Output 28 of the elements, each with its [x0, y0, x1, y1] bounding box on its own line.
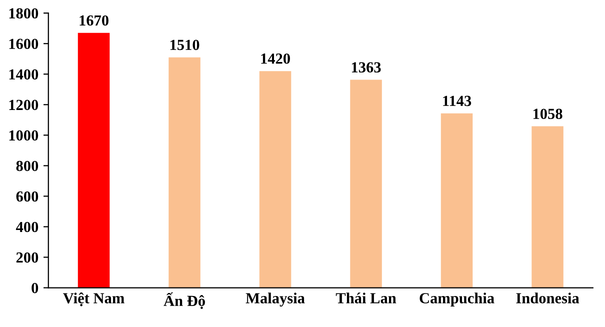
data-label: 1363 [352, 62, 381, 72]
x-tick-label: Ấn Độ [164, 292, 205, 309]
data-label: 1143 [443, 96, 472, 106]
bar [532, 126, 564, 288]
bar [168, 57, 200, 288]
x-tick-label: Malaysia [246, 292, 305, 307]
x-tick-label: Indonesia [516, 292, 580, 304]
bar [259, 71, 292, 288]
data-label: 1670 [80, 15, 108, 26]
y-tick-label: 200 [16, 252, 38, 263]
y-tick-label: 1200 [9, 100, 38, 110]
y-tick-label: 600 [16, 191, 38, 202]
y-tick-label: 1800 [9, 8, 38, 19]
y-tick-label: 0 [32, 282, 38, 294]
bar [350, 80, 382, 288]
data-label: 1510 [170, 40, 200, 50]
y-tick-label: 1600 [9, 38, 38, 50]
bar [440, 113, 473, 288]
x-tick-label: Thái Lan [336, 292, 396, 304]
y-tick-label: 400 [16, 222, 38, 232]
y-tick-label: 800 [16, 160, 38, 172]
x-tick-label: Campuchia [420, 292, 494, 306]
data-label: 1058 [533, 108, 562, 120]
data-label: 1420 [261, 53, 290, 64]
y-tick-label: 1000 [9, 130, 38, 141]
y-tick-label: 1400 [9, 69, 38, 80]
x-tick-label: Việt Nam [63, 292, 124, 306]
bar [78, 32, 110, 288]
